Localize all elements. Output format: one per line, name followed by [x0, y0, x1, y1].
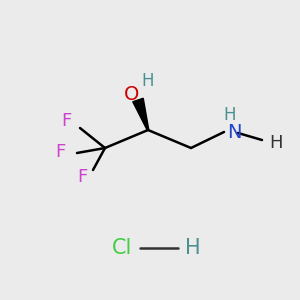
- Text: O: O: [124, 85, 140, 104]
- Text: F: F: [55, 143, 65, 161]
- Text: H: H: [269, 134, 283, 152]
- Text: Cl: Cl: [112, 238, 132, 258]
- Text: F: F: [77, 168, 87, 186]
- Text: N: N: [227, 124, 241, 142]
- Text: F: F: [61, 112, 71, 130]
- Text: H: H: [224, 106, 236, 124]
- Text: H: H: [142, 72, 154, 90]
- Polygon shape: [133, 98, 149, 130]
- Text: H: H: [185, 238, 201, 258]
